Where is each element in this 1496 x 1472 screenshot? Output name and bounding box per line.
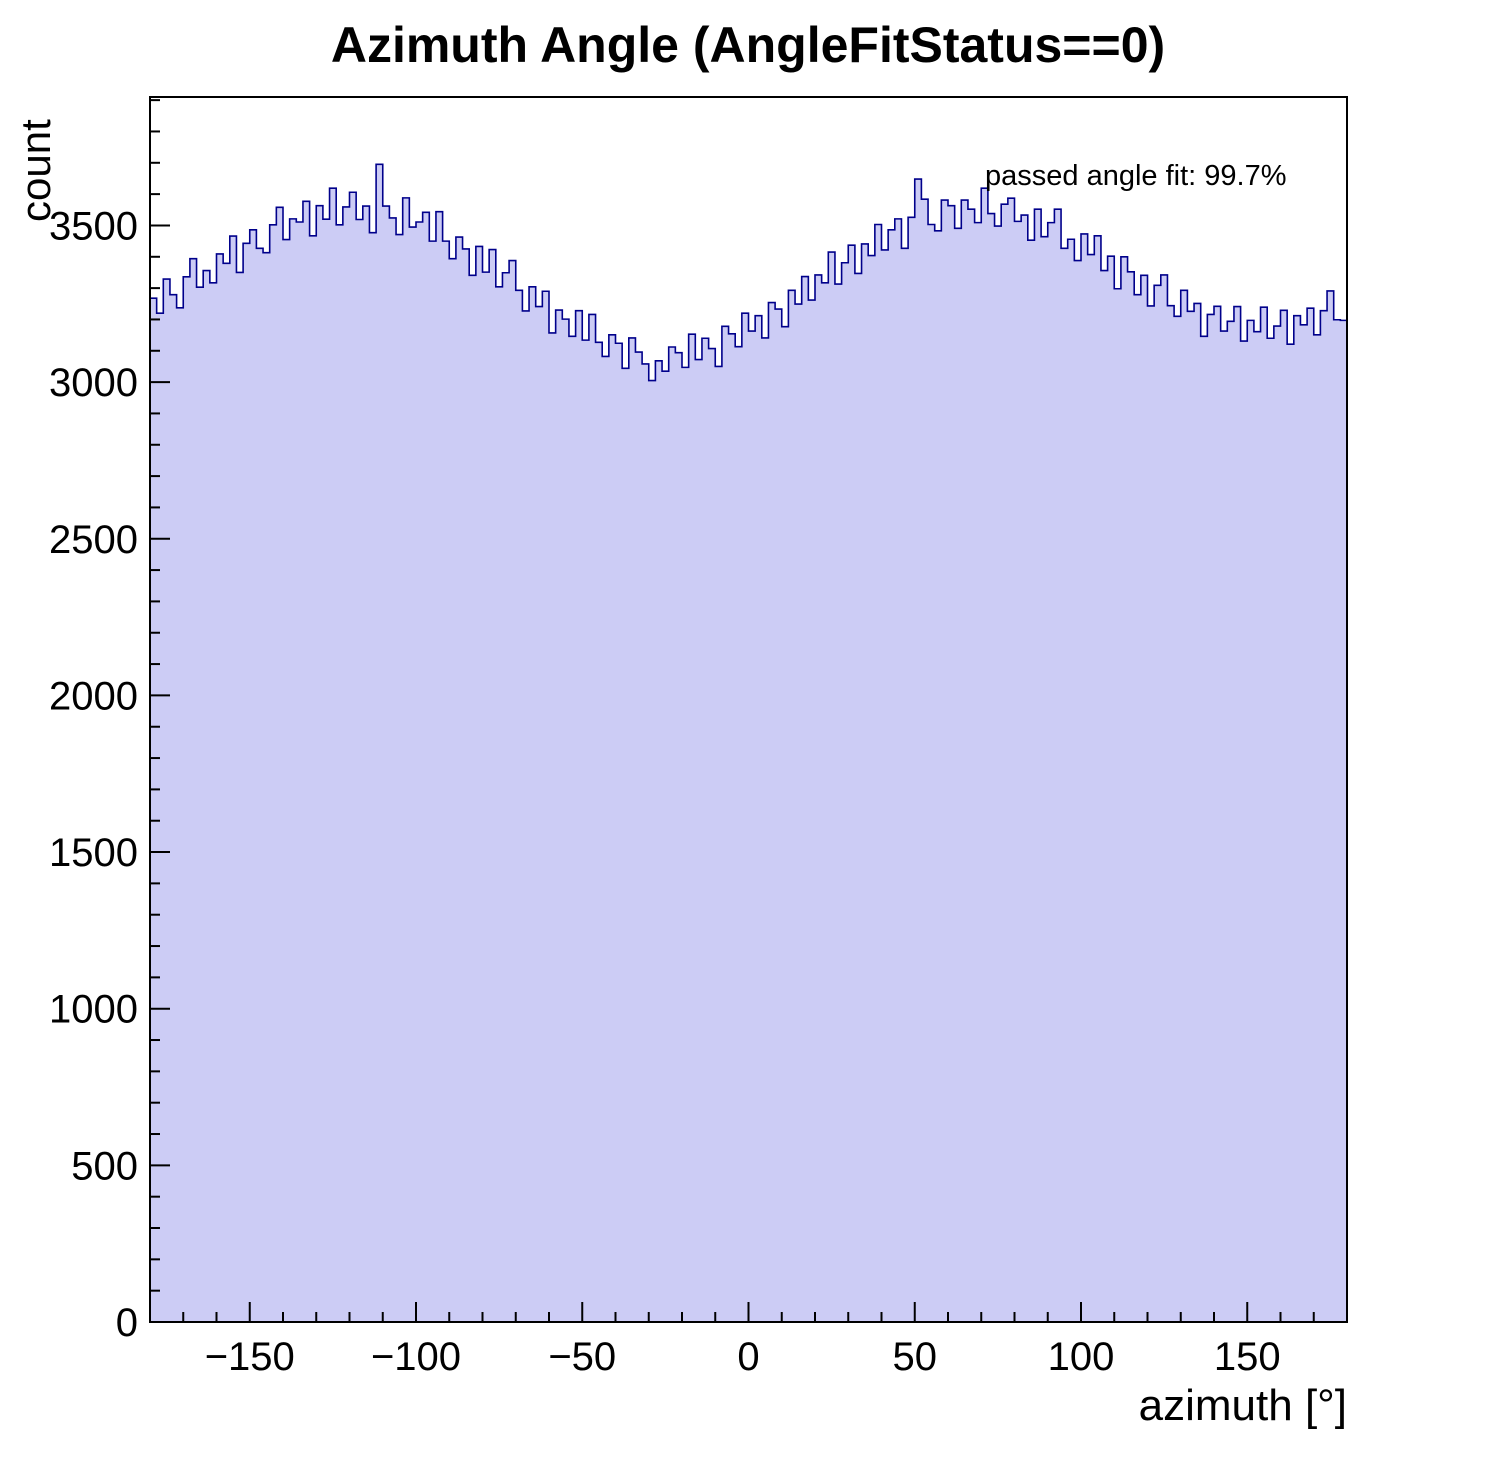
x-tick-label: 150 xyxy=(1214,1335,1281,1379)
y-tick-label: 2500 xyxy=(49,518,138,562)
y-tick-label: 1000 xyxy=(49,988,138,1032)
x-tick-label: 100 xyxy=(1048,1335,1115,1379)
y-tick-label: 0 xyxy=(116,1301,138,1345)
x-tick-label: 0 xyxy=(737,1335,759,1379)
y-tick-label: 500 xyxy=(71,1144,138,1188)
x-tick-label: −150 xyxy=(205,1335,295,1379)
passed-angle-fit-annotation: passed angle fit: 99.7% xyxy=(985,160,1287,192)
x-tick-label: −50 xyxy=(548,1335,616,1379)
y-tick-label: 3000 xyxy=(49,361,138,405)
y-tick-label: 3500 xyxy=(49,204,138,248)
chart-title: Azimuth Angle (AngleFitStatus==0) xyxy=(330,17,1166,73)
y-tick-label: 2000 xyxy=(49,674,138,718)
x-axis-title: azimuth [°] xyxy=(1138,1381,1347,1430)
x-tick-label: −100 xyxy=(371,1335,461,1379)
histogram-series xyxy=(149,163,1348,1323)
y-tick-label: 1500 xyxy=(49,831,138,875)
x-tick-label: 50 xyxy=(893,1335,938,1379)
y-axis-title: count xyxy=(12,119,59,222)
